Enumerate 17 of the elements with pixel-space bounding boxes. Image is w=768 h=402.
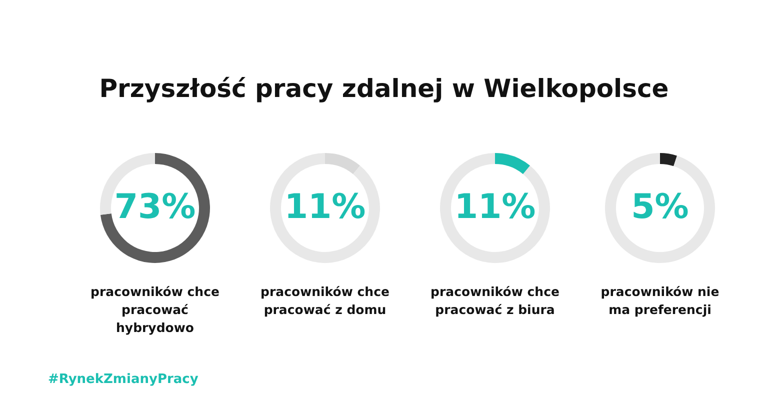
donut-slice: [100, 153, 210, 263]
donut-slice: [325, 153, 360, 174]
data-label: 11%: [284, 187, 366, 227]
text: pracowników chce pracować z domu: [260, 284, 390, 317]
donut-slice: [495, 153, 530, 174]
donut-slice: [660, 153, 677, 166]
text: #RynekZmianyPracy: [48, 372, 198, 387]
text: Przyszłość pracy zdalnej w Wielkopolsce: [98, 74, 670, 103]
text: pracowników chce pracować z biura: [430, 284, 560, 317]
donut-slice: [605, 153, 715, 263]
data-label: 73%: [114, 187, 196, 227]
donut-slice: [440, 153, 550, 263]
data-label: 11%: [454, 187, 536, 227]
text: pracowników chce pracować hybrydowo: [90, 284, 220, 335]
data-label: 5%: [631, 187, 689, 227]
text: pracowników nie ma preferencji: [600, 284, 720, 317]
donut-slice: [270, 153, 380, 263]
